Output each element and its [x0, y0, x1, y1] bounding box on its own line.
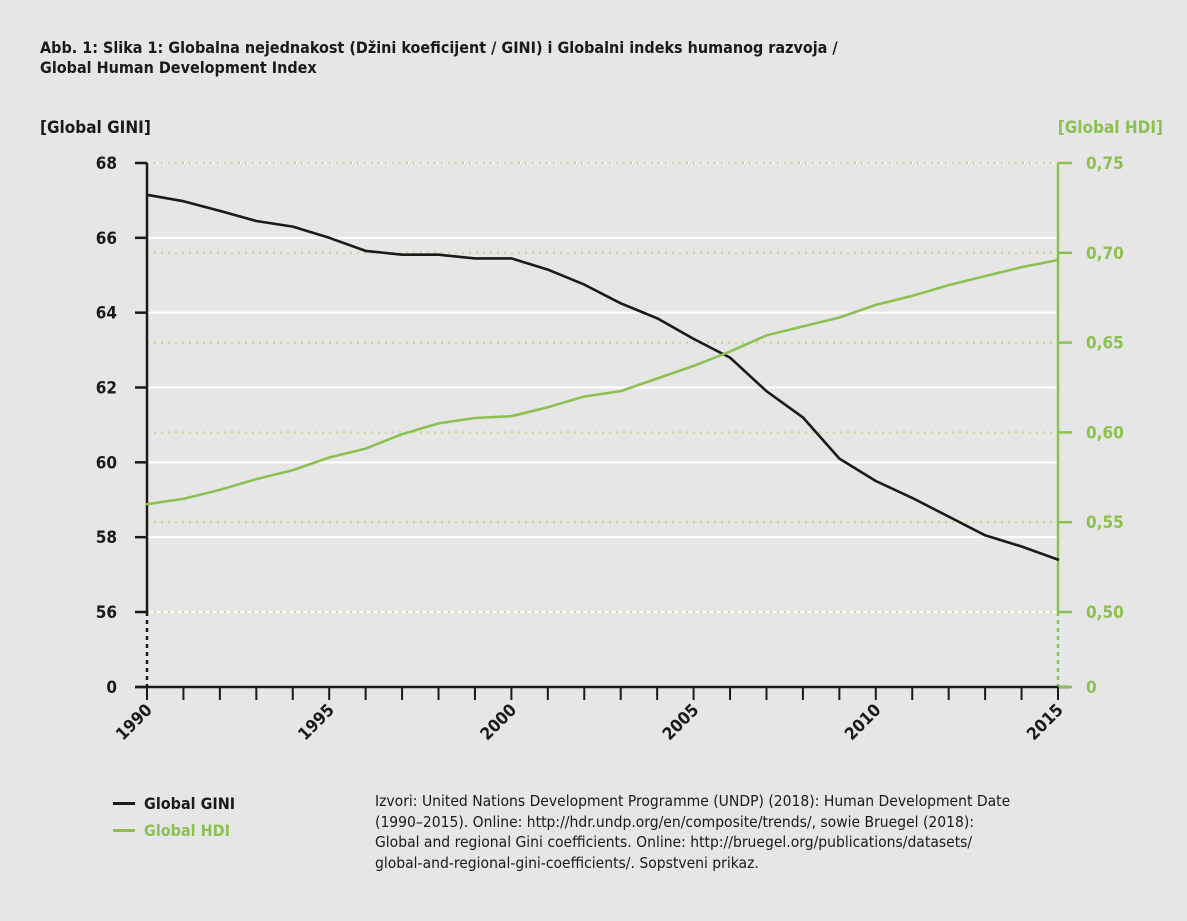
data-point-global-gini-2001	[547, 268, 549, 271]
data-point-global-hdi-2011	[911, 295, 914, 297]
data-point-global-gini-1996	[364, 250, 367, 252]
data-point-global-gini-2011	[911, 497, 914, 499]
y-left-tick-label-64: 64	[96, 304, 117, 324]
data-point-global-hdi-1992	[219, 489, 221, 491]
data-point-global-gini-2004	[656, 317, 658, 320]
chart-title: Abb. 1: Slika 1: Globalna nejednakost (D…	[40, 38, 1160, 78]
data-point-global-gini-2006	[729, 356, 731, 359]
data-point-global-hdi-2003	[619, 390, 622, 392]
data-point-global-gini-2012	[947, 515, 950, 518]
data-point-global-hdi-1996	[364, 447, 367, 450]
data-point-global-hdi-1995	[328, 456, 331, 459]
data-point-global-hdi-2004	[656, 377, 658, 380]
y-left-tick-label-0: 0	[106, 678, 117, 698]
legend: Global GINI Global HDI	[113, 790, 235, 844]
series-line-global-gini	[145, 193, 1060, 561]
y-left-tick-label-62: 62	[96, 379, 117, 399]
y-right-tick-label-0,75: 0,75	[1086, 154, 1124, 174]
y-left-axis-title: [Global GINI]	[40, 118, 151, 138]
source-line-3: Global and regional Gini coefficients. O…	[375, 833, 973, 851]
y-left-tick-label-66: 66	[96, 229, 117, 249]
y-right-tick-label-0,60: 0,60	[1086, 423, 1124, 443]
y-left-tick-label-56: 56	[96, 603, 117, 623]
y-right-tick-label-0,55: 0,55	[1086, 513, 1124, 533]
data-point-global-gini-1991	[182, 200, 185, 202]
legend-swatch-hdi	[113, 829, 135, 832]
legend-swatch-gini	[113, 802, 135, 805]
y-right-axis-title: [Global HDI]	[1058, 118, 1163, 138]
source-line-4: global-and-regional-gini-coefficients/. …	[375, 853, 759, 872]
chart-title-line-1: Abb. 1: Slika 1: Globalna nejednakost (D…	[40, 38, 838, 57]
data-point-global-gini-1997	[401, 253, 403, 256]
data-point-global-hdi-2006	[729, 350, 731, 353]
data-point-global-gini-1992	[219, 210, 221, 212]
data-point-global-hdi-2009	[838, 316, 841, 319]
data-point-global-gini-2007	[765, 390, 768, 393]
data-point-global-hdi-1993	[255, 478, 258, 480]
data-point-global-gini-1995	[328, 237, 331, 239]
y-left-tick-label-60: 60	[96, 453, 117, 473]
data-point-global-hdi-1998	[437, 422, 440, 425]
chart-plot: 68 66 64 62 60 58 56 0 0,75 0,70 0,65 0,60 0,55 0,50 0…	[40, 118, 1163, 745]
data-point-global-gini-1999	[474, 257, 476, 260]
data-point-global-gini-1990	[146, 194, 148, 196]
data-point-global-hdi-2014	[1020, 266, 1023, 268]
series-line-global-hdi	[145, 258, 1060, 506]
data-point-global-gini-2009	[838, 457, 841, 460]
data-point-global-hdi-2013	[984, 275, 986, 277]
legend-item-gini: Global GINI	[113, 790, 235, 817]
source-line-1: Izvori: United Nations Development Progr…	[375, 792, 1011, 810]
data-point-global-hdi-2002	[583, 395, 586, 398]
data-point-global-hdi-2007	[765, 334, 768, 337]
data-point-global-hdi-1997	[401, 433, 403, 435]
x-tick-label-2005: 2005	[659, 700, 703, 744]
data-point-global-gini-2010	[875, 480, 877, 482]
data-point-global-gini-1998	[437, 253, 440, 256]
data-point-global-hdi-2012	[947, 284, 950, 286]
data-point-global-gini-2014	[1020, 545, 1023, 548]
data-point-global-gini-2002	[583, 283, 586, 286]
data-point-global-hdi-2000	[510, 415, 513, 418]
x-tick-label-1995: 1995	[294, 700, 338, 744]
legend-label-hdi: Global HDI	[144, 821, 230, 840]
source-note: Izvori: United Nations Development Progr…	[375, 791, 1175, 873]
data-point-global-gini-2000	[510, 257, 513, 260]
data-point-global-hdi-1994	[291, 469, 294, 471]
legend-label-gini: Global GINI	[144, 794, 236, 813]
y-right-tick-label-0,65: 0,65	[1086, 334, 1124, 354]
y-right-tick-label-0,50: 0,50	[1086, 603, 1124, 623]
x-tick-label-2000: 2000	[477, 700, 521, 744]
y-left-tick-label-58: 58	[96, 528, 117, 548]
data-point-global-hdi-1991	[182, 498, 185, 500]
data-point-global-hdi-2001	[547, 406, 549, 409]
chart-title-line-2: Global Human Development Index	[40, 58, 317, 77]
source-line-2: (1990–2015). Online: http://hdr.undp.org…	[375, 812, 975, 831]
data-point-global-gini-2003	[619, 302, 622, 305]
data-point-global-hdi-2008	[802, 325, 804, 328]
data-point-global-gini-1994	[291, 225, 294, 228]
y-right-tick-label-0: 0	[1086, 678, 1097, 698]
data-point-global-hdi-1990	[146, 503, 148, 506]
data-point-global-gini-2015	[1057, 558, 1059, 561]
data-point-global-gini-2005	[692, 338, 695, 340]
x-tick-label-2015: 2015	[1023, 700, 1067, 744]
data-point-global-gini-2008	[802, 416, 804, 419]
data-point-global-hdi-2010	[875, 304, 877, 306]
legend-item-hdi: Global HDI	[113, 817, 235, 844]
x-tick-label-2010: 2010	[841, 700, 885, 744]
y-left-tick-label-68: 68	[96, 154, 117, 174]
data-point-global-hdi-1999	[474, 417, 476, 419]
data-point-global-hdi-2015	[1057, 259, 1059, 261]
data-point-global-gini-2013	[984, 534, 986, 537]
x-tick-label-1990: 1990	[112, 700, 156, 744]
data-point-global-gini-1993	[255, 220, 258, 222]
y-right-tick-label-0,70: 0,70	[1086, 244, 1124, 264]
data-point-global-hdi-2005	[692, 365, 695, 367]
